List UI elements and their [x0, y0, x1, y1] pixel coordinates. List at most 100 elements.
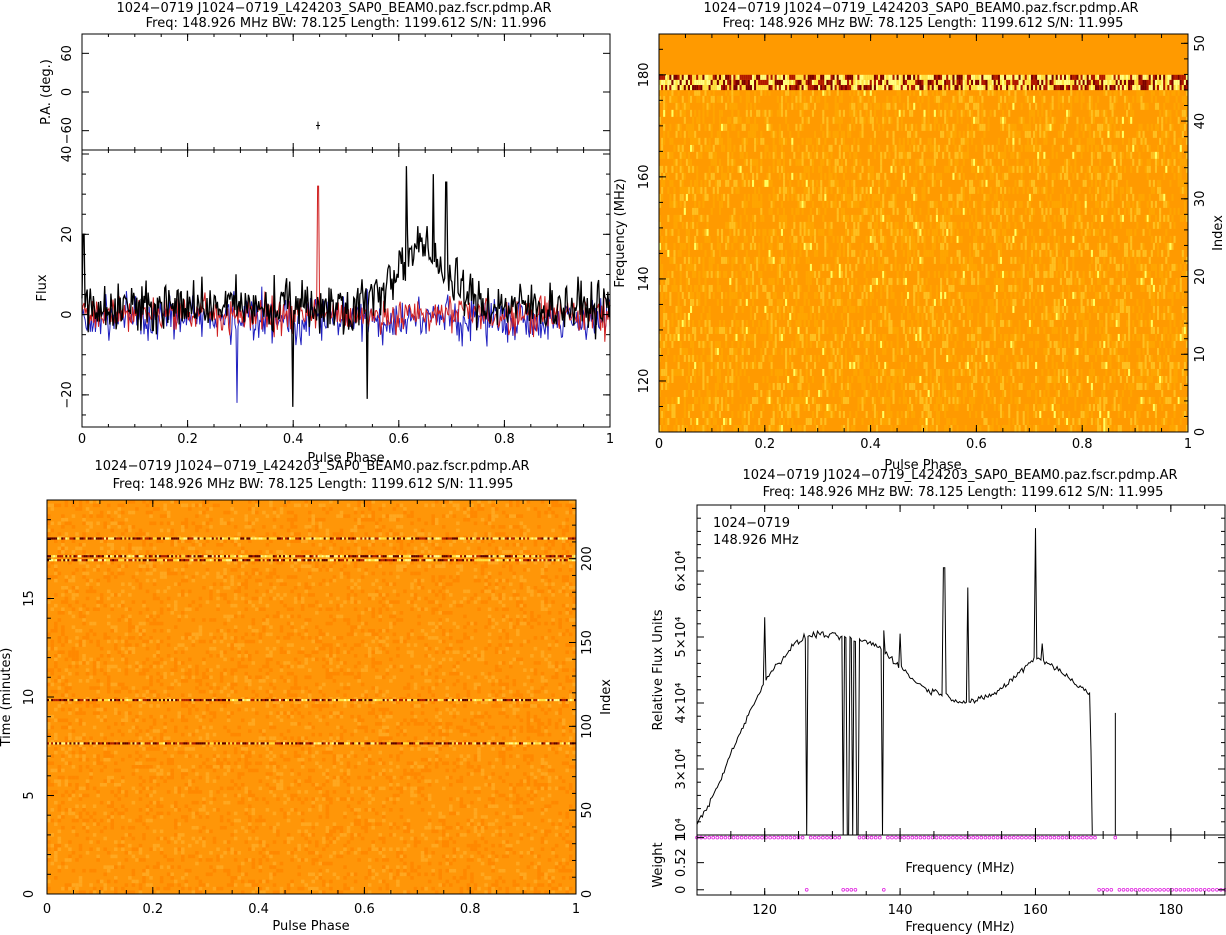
- freq-cell: [1119, 221, 1122, 229]
- freq-cell: [1030, 354, 1034, 362]
- freq-cell: [698, 186, 701, 194]
- freq-cell: [849, 340, 852, 348]
- freq-cell: [820, 123, 823, 131]
- freq-cell: [692, 270, 695, 278]
- freq-cell: [1059, 333, 1062, 341]
- freq-cell: [973, 277, 976, 285]
- freq-cell: [1074, 221, 1077, 229]
- freq-cell: [1018, 396, 1021, 404]
- freq-cell: [1033, 158, 1036, 166]
- freq-cell: [822, 425, 825, 432]
- freq-cell: [1103, 256, 1106, 264]
- freq-cell: [1148, 284, 1151, 292]
- freq-cell: [923, 116, 926, 124]
- freq-cell: [997, 221, 1000, 229]
- freq-cell: [729, 298, 732, 306]
- freq-cell: [1057, 298, 1060, 306]
- freq-cell: [940, 396, 943, 404]
- freq-cell: [743, 425, 746, 432]
- freq-cell: [782, 326, 786, 334]
- freq-cell: [995, 242, 998, 250]
- freq-cell: [886, 291, 889, 299]
- freq-cell: [751, 200, 755, 208]
- freq-cell: [797, 410, 800, 418]
- freq-cell: [803, 200, 806, 208]
- freq-cell: [977, 312, 980, 320]
- freq-cell: [1049, 256, 1052, 264]
- freq-cell: [1169, 242, 1172, 250]
- freq-cell: [1099, 326, 1102, 334]
- freq-cell: [751, 130, 755, 138]
- freq-cell: [911, 319, 914, 327]
- freq-cell: [1128, 207, 1131, 215]
- freq-cell: [803, 228, 806, 236]
- freq-cell: [1022, 410, 1025, 418]
- freq-cell: [902, 102, 905, 110]
- freq-cell: [1066, 375, 1069, 383]
- freq-cell: [1107, 340, 1110, 348]
- freq-cell: [857, 403, 860, 411]
- freq-cell: [882, 116, 885, 124]
- freq-cell: [799, 102, 802, 110]
- freq-cell: [791, 102, 794, 110]
- freq-cell: [739, 368, 742, 376]
- freq-cell: [1092, 151, 1096, 159]
- freq-cell: [946, 242, 949, 250]
- freq-cell: [1041, 417, 1044, 425]
- freq-cell: [933, 144, 936, 152]
- freq-cell: [1074, 354, 1077, 362]
- freq-cell: [1163, 305, 1166, 313]
- freq-cell: [1142, 249, 1145, 257]
- freq-cell: [863, 389, 866, 397]
- freq-cell: [1113, 235, 1116, 243]
- freq-cell: [714, 368, 717, 376]
- freq-cell: [1078, 221, 1081, 229]
- freq-cell: [966, 200, 969, 208]
- freq-cell: [1128, 200, 1131, 208]
- freq-cell: [778, 172, 781, 180]
- freq-cell: [687, 228, 690, 236]
- freq-cell: [1119, 193, 1122, 201]
- freq-cell: [973, 116, 976, 124]
- freq-cell: [776, 207, 779, 215]
- freq-cell: [981, 410, 984, 418]
- freq-cell: [1045, 382, 1048, 390]
- freq-cell: [1053, 263, 1056, 271]
- freq-cell: [1161, 249, 1164, 257]
- freq-cell: [882, 102, 885, 110]
- freq-cell: [1030, 256, 1034, 264]
- freq-cell: [718, 410, 721, 418]
- freq-cell: [888, 116, 891, 124]
- freq-cell: [923, 179, 926, 187]
- freq-cell: [673, 186, 676, 194]
- freq-cell: [913, 382, 916, 390]
- freq-cell: [1115, 144, 1118, 152]
- freq-cell: [917, 298, 920, 306]
- freq-cell: [886, 340, 889, 348]
- freq-cell: [1074, 95, 1077, 103]
- freq-cell: [993, 403, 996, 411]
- freq-cell: [844, 144, 848, 152]
- freq-cell: [675, 214, 678, 222]
- freq-cell: [762, 375, 765, 383]
- freq-cell: [880, 368, 883, 376]
- freq-cell: [1175, 425, 1178, 432]
- freq-cell: [917, 291, 920, 299]
- freq-cell: [712, 151, 715, 159]
- freq-cell: [1018, 270, 1021, 278]
- freq-cell: [690, 221, 693, 229]
- freq-cell: [739, 263, 742, 271]
- freq-cell: [754, 256, 757, 264]
- freq-cell: [754, 340, 757, 348]
- freq-cell: [694, 333, 697, 341]
- freq-cell: [1059, 95, 1062, 103]
- freq-cell: [940, 256, 943, 264]
- freq-cell: [1084, 410, 1087, 418]
- freq-cell: [875, 284, 879, 292]
- freq-cell: [822, 109, 825, 117]
- freq-cell: [1043, 270, 1046, 278]
- freq-cell: [735, 179, 738, 187]
- freq-cell: [898, 158, 901, 166]
- freq-cell: [884, 235, 887, 243]
- freq-cell: [997, 425, 1000, 432]
